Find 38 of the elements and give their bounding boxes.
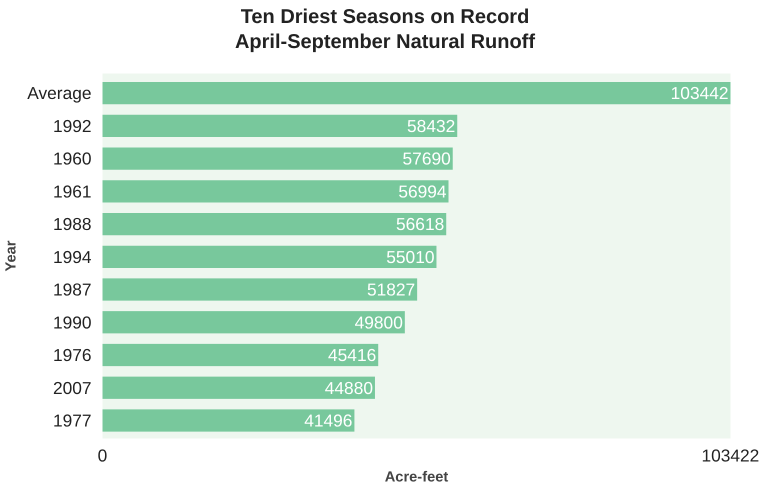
bar xyxy=(102,246,436,268)
bar xyxy=(102,311,405,334)
chart-title: Ten Driest Seasons on Record April-September Natural Runoff xyxy=(234,5,536,55)
data-label: 49800 xyxy=(354,312,403,332)
bar xyxy=(102,409,354,432)
data-label: 56994 xyxy=(398,181,447,202)
bar xyxy=(102,82,730,104)
x-tick-label: 0 xyxy=(98,446,108,466)
data-label: 51827 xyxy=(366,280,416,300)
y-tick-label: 2007 xyxy=(52,378,92,398)
data-label: 103442 xyxy=(670,83,729,104)
bar xyxy=(102,147,453,170)
data-label: 44880 xyxy=(324,378,373,398)
y-tick-label: 1988 xyxy=(52,214,92,234)
data-label: 56618 xyxy=(396,214,444,234)
data-label: 41496 xyxy=(304,410,352,430)
bar xyxy=(102,376,375,399)
y-tick-label: 1990 xyxy=(52,312,92,332)
bar xyxy=(102,278,418,301)
bar xyxy=(102,180,449,202)
y-tick-label: 1961 xyxy=(52,181,92,202)
y-tick-label: 1987 xyxy=(52,280,92,300)
y-tick-label: 1994 xyxy=(52,246,92,267)
x-tick-label: 103422 xyxy=(701,446,760,466)
y-tick-label: Average xyxy=(27,83,92,104)
bar xyxy=(102,212,446,236)
bar xyxy=(102,114,458,138)
x-axis-title: Acre-feet xyxy=(384,470,448,486)
data-label: 58432 xyxy=(407,116,456,136)
data-label: 45416 xyxy=(328,345,376,366)
y-tick-label: 1976 xyxy=(52,345,92,366)
y-tick-label: 1992 xyxy=(52,116,92,136)
y-tick-label: 1960 xyxy=(52,148,92,169)
y-axis-title: Year xyxy=(3,240,20,272)
bar xyxy=(102,344,378,366)
data-label: 55010 xyxy=(386,246,434,267)
data-label: 57690 xyxy=(402,148,451,169)
y-tick-label: 1977 xyxy=(52,410,92,430)
